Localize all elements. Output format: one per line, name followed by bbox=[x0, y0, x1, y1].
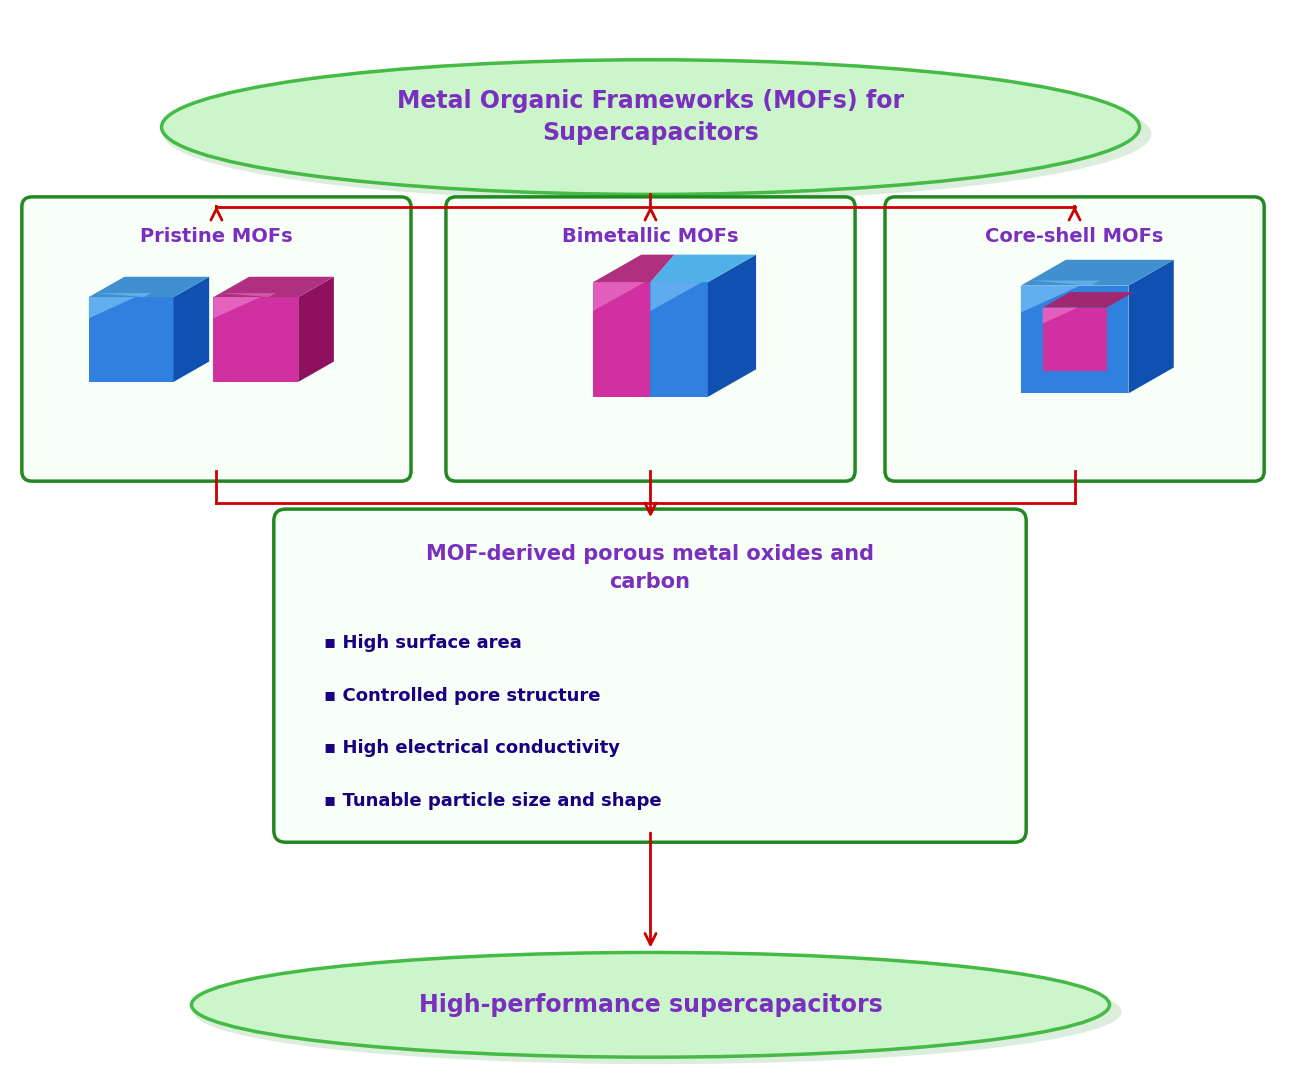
Polygon shape bbox=[593, 282, 650, 397]
Polygon shape bbox=[708, 255, 756, 397]
Text: High-performance supercapacitors: High-performance supercapacitors bbox=[419, 992, 882, 1017]
FancyBboxPatch shape bbox=[446, 197, 855, 481]
Polygon shape bbox=[96, 293, 151, 297]
Polygon shape bbox=[1128, 259, 1174, 393]
Text: Metal Organic Frameworks (MOFs) for
Supercapacitors: Metal Organic Frameworks (MOFs) for Supe… bbox=[397, 89, 904, 145]
Polygon shape bbox=[650, 255, 756, 282]
Polygon shape bbox=[1042, 308, 1077, 323]
Polygon shape bbox=[213, 297, 260, 318]
FancyBboxPatch shape bbox=[22, 197, 411, 481]
Polygon shape bbox=[88, 297, 135, 318]
Polygon shape bbox=[298, 277, 334, 382]
Polygon shape bbox=[173, 277, 209, 382]
Polygon shape bbox=[1021, 259, 1174, 285]
Text: ▪ High electrical conductivity: ▪ High electrical conductivity bbox=[324, 739, 619, 758]
Polygon shape bbox=[650, 282, 708, 397]
Ellipse shape bbox=[194, 960, 1121, 1064]
Polygon shape bbox=[213, 277, 334, 297]
Polygon shape bbox=[1021, 285, 1080, 312]
Polygon shape bbox=[1021, 285, 1128, 393]
Text: ▪ Tunable particle size and shape: ▪ Tunable particle size and shape bbox=[324, 792, 661, 811]
Text: MOF-derived porous metal oxides and
carbon: MOF-derived porous metal oxides and carb… bbox=[425, 544, 874, 592]
Polygon shape bbox=[650, 282, 703, 311]
Polygon shape bbox=[593, 282, 645, 311]
Text: ▪ Controlled pore structure: ▪ Controlled pore structure bbox=[324, 686, 600, 705]
Text: Bimetallic MOFs: Bimetallic MOFs bbox=[562, 227, 739, 246]
Ellipse shape bbox=[164, 67, 1151, 201]
FancyBboxPatch shape bbox=[885, 197, 1265, 481]
Ellipse shape bbox=[191, 952, 1110, 1057]
Polygon shape bbox=[221, 293, 276, 297]
Text: ▪ High surface area: ▪ High surface area bbox=[324, 633, 522, 652]
Polygon shape bbox=[88, 297, 173, 382]
Polygon shape bbox=[1042, 292, 1133, 308]
Polygon shape bbox=[593, 255, 675, 282]
Polygon shape bbox=[88, 277, 209, 297]
Polygon shape bbox=[213, 297, 298, 382]
Polygon shape bbox=[1042, 308, 1107, 372]
Text: Core-shell MOFs: Core-shell MOFs bbox=[985, 227, 1164, 246]
Polygon shape bbox=[1030, 280, 1099, 285]
Text: Pristine MOFs: Pristine MOFs bbox=[141, 227, 293, 246]
Ellipse shape bbox=[161, 59, 1140, 195]
FancyBboxPatch shape bbox=[273, 509, 1026, 842]
